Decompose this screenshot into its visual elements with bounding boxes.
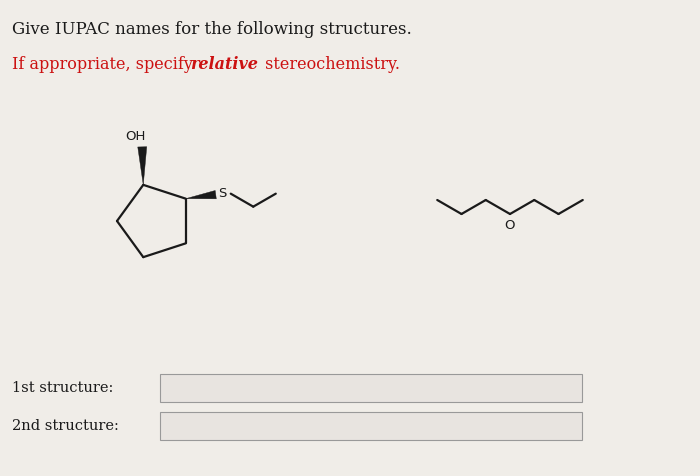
Text: 1st structure:: 1st structure: bbox=[12, 381, 113, 395]
Text: S: S bbox=[218, 187, 226, 200]
FancyBboxPatch shape bbox=[160, 374, 582, 402]
Text: O: O bbox=[505, 219, 515, 232]
Text: relative: relative bbox=[190, 56, 258, 73]
Text: 2nd structure:: 2nd structure: bbox=[12, 419, 119, 433]
Text: Give IUPAC names for the following structures.: Give IUPAC names for the following struc… bbox=[12, 21, 412, 38]
FancyBboxPatch shape bbox=[160, 412, 582, 440]
Text: OH: OH bbox=[125, 130, 146, 143]
Text: If appropriate, specify: If appropriate, specify bbox=[12, 56, 198, 73]
Polygon shape bbox=[138, 147, 147, 185]
Text: stereochemistry.: stereochemistry. bbox=[260, 56, 400, 73]
Polygon shape bbox=[186, 190, 216, 199]
